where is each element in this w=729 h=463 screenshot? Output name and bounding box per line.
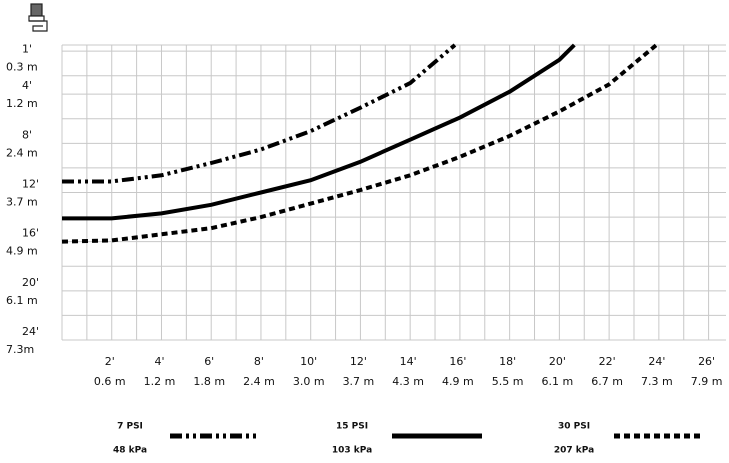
series-line xyxy=(62,43,576,221)
x-tick-metric-label: 1.8 m xyxy=(193,375,225,388)
legend-label: 15 PSI xyxy=(336,422,368,432)
x-tick-label: 14' xyxy=(400,355,417,368)
x-tick-label: 10' xyxy=(300,355,317,368)
series-line xyxy=(62,43,457,184)
x-tick-label: 20' xyxy=(549,355,566,368)
y-tick-label: 20' xyxy=(22,276,39,289)
legend-item: 15 PSI 103 kPa xyxy=(332,422,482,456)
x-tick-metric-label: 1.2 m xyxy=(144,375,176,388)
x-tick-metric-label: 3.7 m xyxy=(343,375,375,388)
x-tick-metric-label: 0.6 m xyxy=(94,375,126,388)
legend-item: 30 PSI 207 kPa xyxy=(554,422,704,456)
nozzle-icon xyxy=(28,3,48,32)
x-tick-label: 8' xyxy=(254,355,264,368)
y-tick-metric-label: 6.1 m xyxy=(6,294,38,307)
x-tick-label: 2' xyxy=(105,355,115,368)
y-tick-metric-label: 2.4 m xyxy=(6,146,38,159)
x-tick-metric-label: 3.0 m xyxy=(293,375,325,388)
y-tick-metric-label: 3.7 m xyxy=(6,196,38,209)
grid xyxy=(61,44,726,341)
y-tick-label: 4' xyxy=(22,79,32,92)
legend-label-metric: 103 kPa xyxy=(332,446,372,456)
x-tick-label: 4' xyxy=(154,355,164,368)
y-tick-label: 24' xyxy=(22,325,39,338)
legend-item: 7 PSI 48 kPa xyxy=(113,422,260,456)
x-tick-metric-label: 7.3 m xyxy=(641,375,673,388)
legend-label: 30 PSI xyxy=(558,422,590,432)
x-tick-label: 18' xyxy=(499,355,516,368)
y-tick-label: 8' xyxy=(22,128,32,141)
x-tick-metric-label: 6.7 m xyxy=(591,375,623,388)
y-tick-label: 16' xyxy=(22,227,39,240)
x-tick-label: 24' xyxy=(648,355,665,368)
x-tick-label: 26' xyxy=(698,355,715,368)
legend-label: 7 PSI xyxy=(117,422,143,432)
y-tick-metric-label: 0.3 m xyxy=(6,60,38,73)
legend-label-metric: 207 kPa xyxy=(554,446,594,456)
x-tick-metric-label: 7.9 m xyxy=(691,375,723,388)
x-tick-metric-label: 4.3 m xyxy=(392,375,424,388)
x-tick-label: 6' xyxy=(204,355,214,368)
x-tick-metric-label: 6.1 m xyxy=(542,375,574,388)
x-tick-label: 16' xyxy=(449,355,466,368)
legend-label-metric: 48 kPa xyxy=(113,446,147,456)
y-tick-label: 1' xyxy=(22,42,32,55)
x-tick-label: 12' xyxy=(350,355,367,368)
x-tick-metric-label: 5.5 m xyxy=(492,375,524,388)
x-tick-label: 22' xyxy=(599,355,616,368)
x-tick-metric-label: 4.9 m xyxy=(442,375,474,388)
y-tick-metric-label: 4.9 m xyxy=(6,245,38,258)
y-tick-metric-label: 1.2 m xyxy=(6,97,38,110)
series-line xyxy=(61,43,658,244)
x-tick-metric-label: 2.4 m xyxy=(243,375,275,388)
y-tick-label: 12' xyxy=(22,178,39,191)
y-tick-metric-label: 7.3m xyxy=(6,343,34,356)
